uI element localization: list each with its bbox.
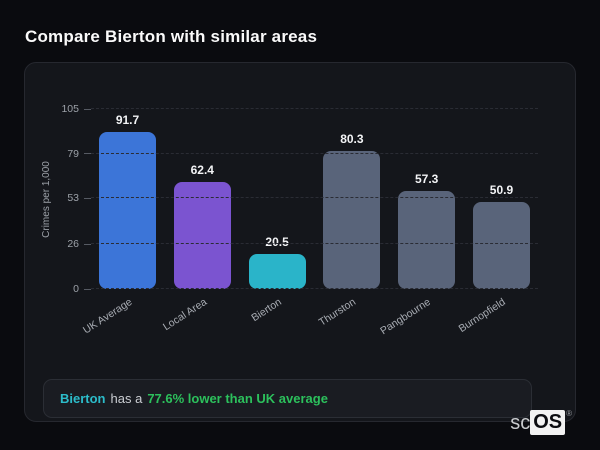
- bars-row: 91.7 UK Average 62.4 Local Area 20.5 Bierton 8…: [81, 109, 538, 337]
- bar-pangbourne[interactable]: [398, 190, 456, 289]
- bar-group-bierton: 20.5 Bierton: [248, 109, 306, 324]
- page-title: Compare Bierton with similar areas: [25, 27, 318, 46]
- y-tick-label: 0: [73, 283, 79, 295]
- bar-value-label: 50.9: [489, 182, 514, 197]
- y-tick-mark: [84, 243, 91, 245]
- y-tick: 53: [67, 192, 91, 204]
- bar-uk-average[interactable]: [99, 131, 156, 289]
- x-tick-label-uk-average: UK Average: [80, 296, 135, 337]
- note-highlight: 77.6% lower than UK average: [147, 391, 328, 406]
- note-box: Bierton has a 77.6% lower than UK averag…: [43, 379, 532, 418]
- bar-group-uk-average: 91.7 UK Average: [81, 109, 156, 336]
- bar-value-label: 20.5: [265, 234, 289, 249]
- y-tick: 26: [67, 238, 91, 250]
- bar-value-label: 91.7: [115, 112, 140, 127]
- x-tick-label-bierton: Bierton: [249, 296, 284, 325]
- bar-thurston[interactable]: [323, 151, 381, 289]
- y-tick-label: 105: [61, 103, 79, 115]
- gridline: [91, 197, 538, 199]
- y-tick: 79: [67, 148, 91, 160]
- scos-logo[interactable]: sc OS ®: [510, 410, 572, 435]
- bar-group-burnopfield: 50.9 Burnopfield: [457, 109, 530, 335]
- note-text: has a: [110, 391, 143, 406]
- x-tick-label-local-area: Local Area: [160, 296, 209, 334]
- bar-local-area[interactable]: [173, 182, 231, 289]
- logo-badge: OS: [530, 410, 566, 435]
- y-tick: 105: [61, 103, 91, 115]
- logo-text-prefix: sc: [510, 412, 531, 434]
- y-tick-mark: [84, 153, 91, 155]
- y-tick-label: 26: [67, 238, 79, 251]
- bar-value-label: 80.3: [340, 132, 364, 147]
- registered-trademark-icon: ®: [566, 409, 572, 418]
- note-area-name: Bierton: [60, 391, 106, 406]
- y-axis-label: Crimes per 1,000: [40, 160, 52, 238]
- chart-card: Crimes per 1,000 91.7 UK Average 62.4 Local…: [24, 62, 576, 422]
- y-axis: Crimes per 1,000: [31, 109, 61, 289]
- bar-burnopfield[interactable]: [472, 201, 530, 289]
- gridline: [91, 288, 538, 289]
- bar-group-pangbourne: 57.3 Pangbourne: [379, 109, 456, 337]
- bar-bierton[interactable]: [248, 253, 306, 289]
- plot-area: 91.7 UK Average 62.4 Local Area 20.5 Bierton 8…: [61, 103, 538, 337]
- gridline: [91, 108, 538, 109]
- gridline: [91, 243, 538, 245]
- x-tick-label-burnopfield: Burnopfield: [456, 296, 509, 335]
- y-tick-mark: [84, 197, 91, 199]
- y-tick-label: 79: [67, 147, 79, 160]
- y-tick-mark: [84, 108, 91, 110]
- bar-group-thurston: 80.3 Thurston: [317, 109, 381, 329]
- x-tick-label-pangbourne: Pangbourne: [378, 296, 434, 338]
- y-tick: 0: [73, 283, 91, 295]
- bar-value-label: 62.4: [190, 163, 214, 178]
- y-tick-mark: [84, 288, 91, 290]
- bar-group-local-area: 62.4 Local Area: [161, 109, 231, 333]
- y-tick-label: 53: [67, 192, 79, 205]
- x-tick-label-thurston: Thurston: [317, 296, 359, 329]
- bar-value-label: 57.3: [415, 171, 439, 186]
- gridline: [91, 152, 538, 154]
